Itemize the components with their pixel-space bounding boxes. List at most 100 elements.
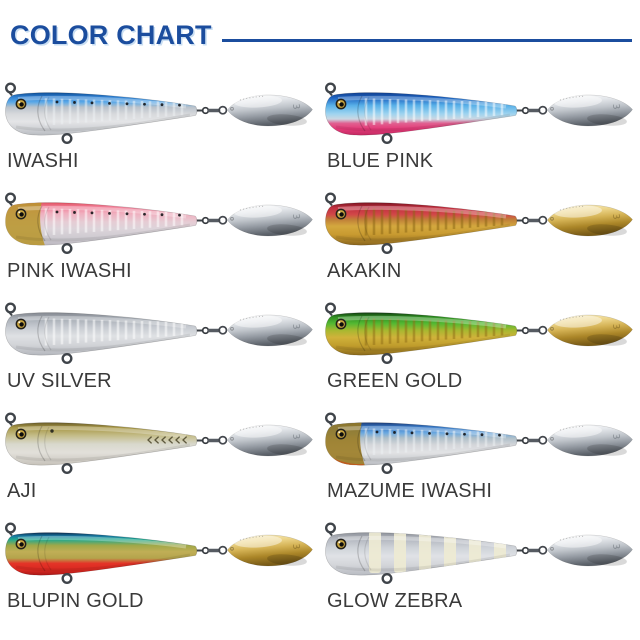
header: COLOR CHART — [0, 0, 640, 51]
nose-eyelet — [324, 192, 337, 204]
lure-body — [5, 92, 198, 136]
nose-eyelet — [4, 192, 17, 204]
swivel — [196, 545, 228, 555]
lure-body — [5, 422, 198, 466]
swivel — [196, 435, 228, 445]
lure-label: UV SILVER — [7, 370, 112, 392]
lure-item: 3 UV SILVER — [0, 291, 320, 401]
nose-eyelet — [324, 302, 337, 314]
swivel — [516, 435, 548, 445]
swivel — [516, 105, 548, 115]
nose-eyelet — [4, 412, 17, 424]
lure-body — [5, 532, 198, 576]
blade-mark: 3 — [610, 213, 621, 220]
blade-mark: 3 — [290, 213, 301, 220]
nose-eyelet — [324, 412, 337, 424]
belly-eyelet — [381, 133, 393, 145]
eye-icon — [335, 538, 347, 550]
lure-item: 3 GLOW ZEBRA — [320, 511, 640, 621]
lure-body — [5, 202, 198, 246]
blade: 3 — [547, 204, 633, 237]
lure-body — [325, 312, 518, 356]
blade-mark: 3 — [290, 543, 301, 550]
blade-mark: 3 — [290, 433, 301, 440]
nose-eyelet — [4, 82, 17, 94]
belly-eyelet — [381, 353, 393, 365]
lure-label: MAZUME IWASHI — [327, 480, 493, 502]
color-grid: 3 IWASHI 3 BLUE PINK 3 PINK IWASHI 3 AKA… — [0, 71, 640, 621]
eye-icon — [15, 208, 27, 220]
lure-item: 3 GREEN GOLD — [320, 291, 640, 401]
lure-label: BLUPIN GOLD — [7, 590, 144, 612]
lure-body — [325, 532, 518, 576]
belly-eyelet — [61, 133, 73, 145]
nose-eyelet — [4, 302, 17, 314]
blade: 3 — [547, 424, 633, 457]
eye-icon — [335, 208, 347, 220]
belly-eyelet — [381, 463, 393, 475]
belly-eyelet — [61, 573, 73, 585]
nose-eyelet — [4, 522, 17, 534]
blade: 3 — [227, 534, 313, 567]
blade: 3 — [227, 204, 313, 237]
lure-image-akakin: 3 — [324, 192, 633, 255]
blade: 3 — [547, 534, 633, 567]
lure-image-pink-iwashi: 3 — [4, 192, 313, 255]
swivel — [196, 325, 228, 335]
lure-label: AKAKIN — [327, 260, 402, 282]
lure-body — [325, 202, 518, 246]
belly-eyelet — [61, 353, 73, 365]
lure-image-glow-zebra: 3 — [324, 522, 633, 585]
nose-eyelet — [324, 522, 337, 534]
belly-eyelet — [61, 463, 73, 475]
lure-label: GREEN GOLD — [327, 370, 463, 392]
blade-mark: 3 — [610, 323, 621, 330]
blade: 3 — [227, 424, 313, 457]
eye-icon — [335, 428, 347, 440]
blade-mark: 3 — [290, 323, 301, 330]
lure-label: AJI — [7, 480, 37, 502]
lure-label: GLOW ZEBRA — [327, 590, 463, 612]
blade-mark: 3 — [610, 543, 621, 550]
lure-label: PINK IWASHI — [7, 260, 132, 282]
lure-item: 3 MAZUME IWASHI — [320, 401, 640, 511]
blade-mark: 3 — [610, 433, 621, 440]
lure-image-iwashi: 3 — [4, 82, 313, 145]
lure-item: 3 BLUE PINK — [320, 71, 640, 181]
eye-icon — [335, 98, 347, 110]
lure-label: BLUE PINK — [327, 150, 434, 172]
belly-eyelet — [381, 243, 393, 255]
lure-image-blue-pink: 3 — [324, 82, 633, 145]
lure-item: 3 AJI — [0, 401, 320, 511]
eye-icon — [335, 318, 347, 330]
blade-mark: 3 — [610, 103, 621, 110]
lure-body — [5, 312, 198, 356]
blade: 3 — [547, 94, 633, 127]
swivel — [516, 545, 548, 555]
lure-item: 3 PINK IWASHI — [0, 181, 320, 291]
lure-body — [325, 422, 518, 466]
lure-image-mazume-iwashi: 3 — [324, 412, 633, 475]
swivel — [196, 105, 228, 115]
lure-image-uv-silver: 3 — [4, 302, 313, 365]
lure-label: IWASHI — [7, 150, 79, 172]
belly-eyelet — [381, 573, 393, 585]
eye-icon — [15, 538, 27, 550]
lure-image-green-gold: 3 — [324, 302, 633, 365]
swivel — [196, 215, 228, 225]
lure-item: 3 BLUPIN GOLD — [0, 511, 320, 621]
blade: 3 — [227, 94, 313, 127]
blade-mark: 3 — [290, 103, 301, 110]
page-title: COLOR CHART — [10, 20, 212, 50]
lure-image-blupin-gold: 3 — [4, 522, 313, 585]
swivel — [516, 325, 548, 335]
lure-item: 3 AKAKIN — [320, 181, 640, 291]
lure-body — [325, 92, 518, 136]
eye-icon — [15, 98, 27, 110]
swivel — [516, 215, 548, 225]
blade: 3 — [227, 314, 313, 347]
nose-eyelet — [324, 82, 337, 94]
eye-icon — [15, 428, 27, 440]
blade: 3 — [547, 314, 633, 347]
lure-item: 3 IWASHI — [0, 71, 320, 181]
